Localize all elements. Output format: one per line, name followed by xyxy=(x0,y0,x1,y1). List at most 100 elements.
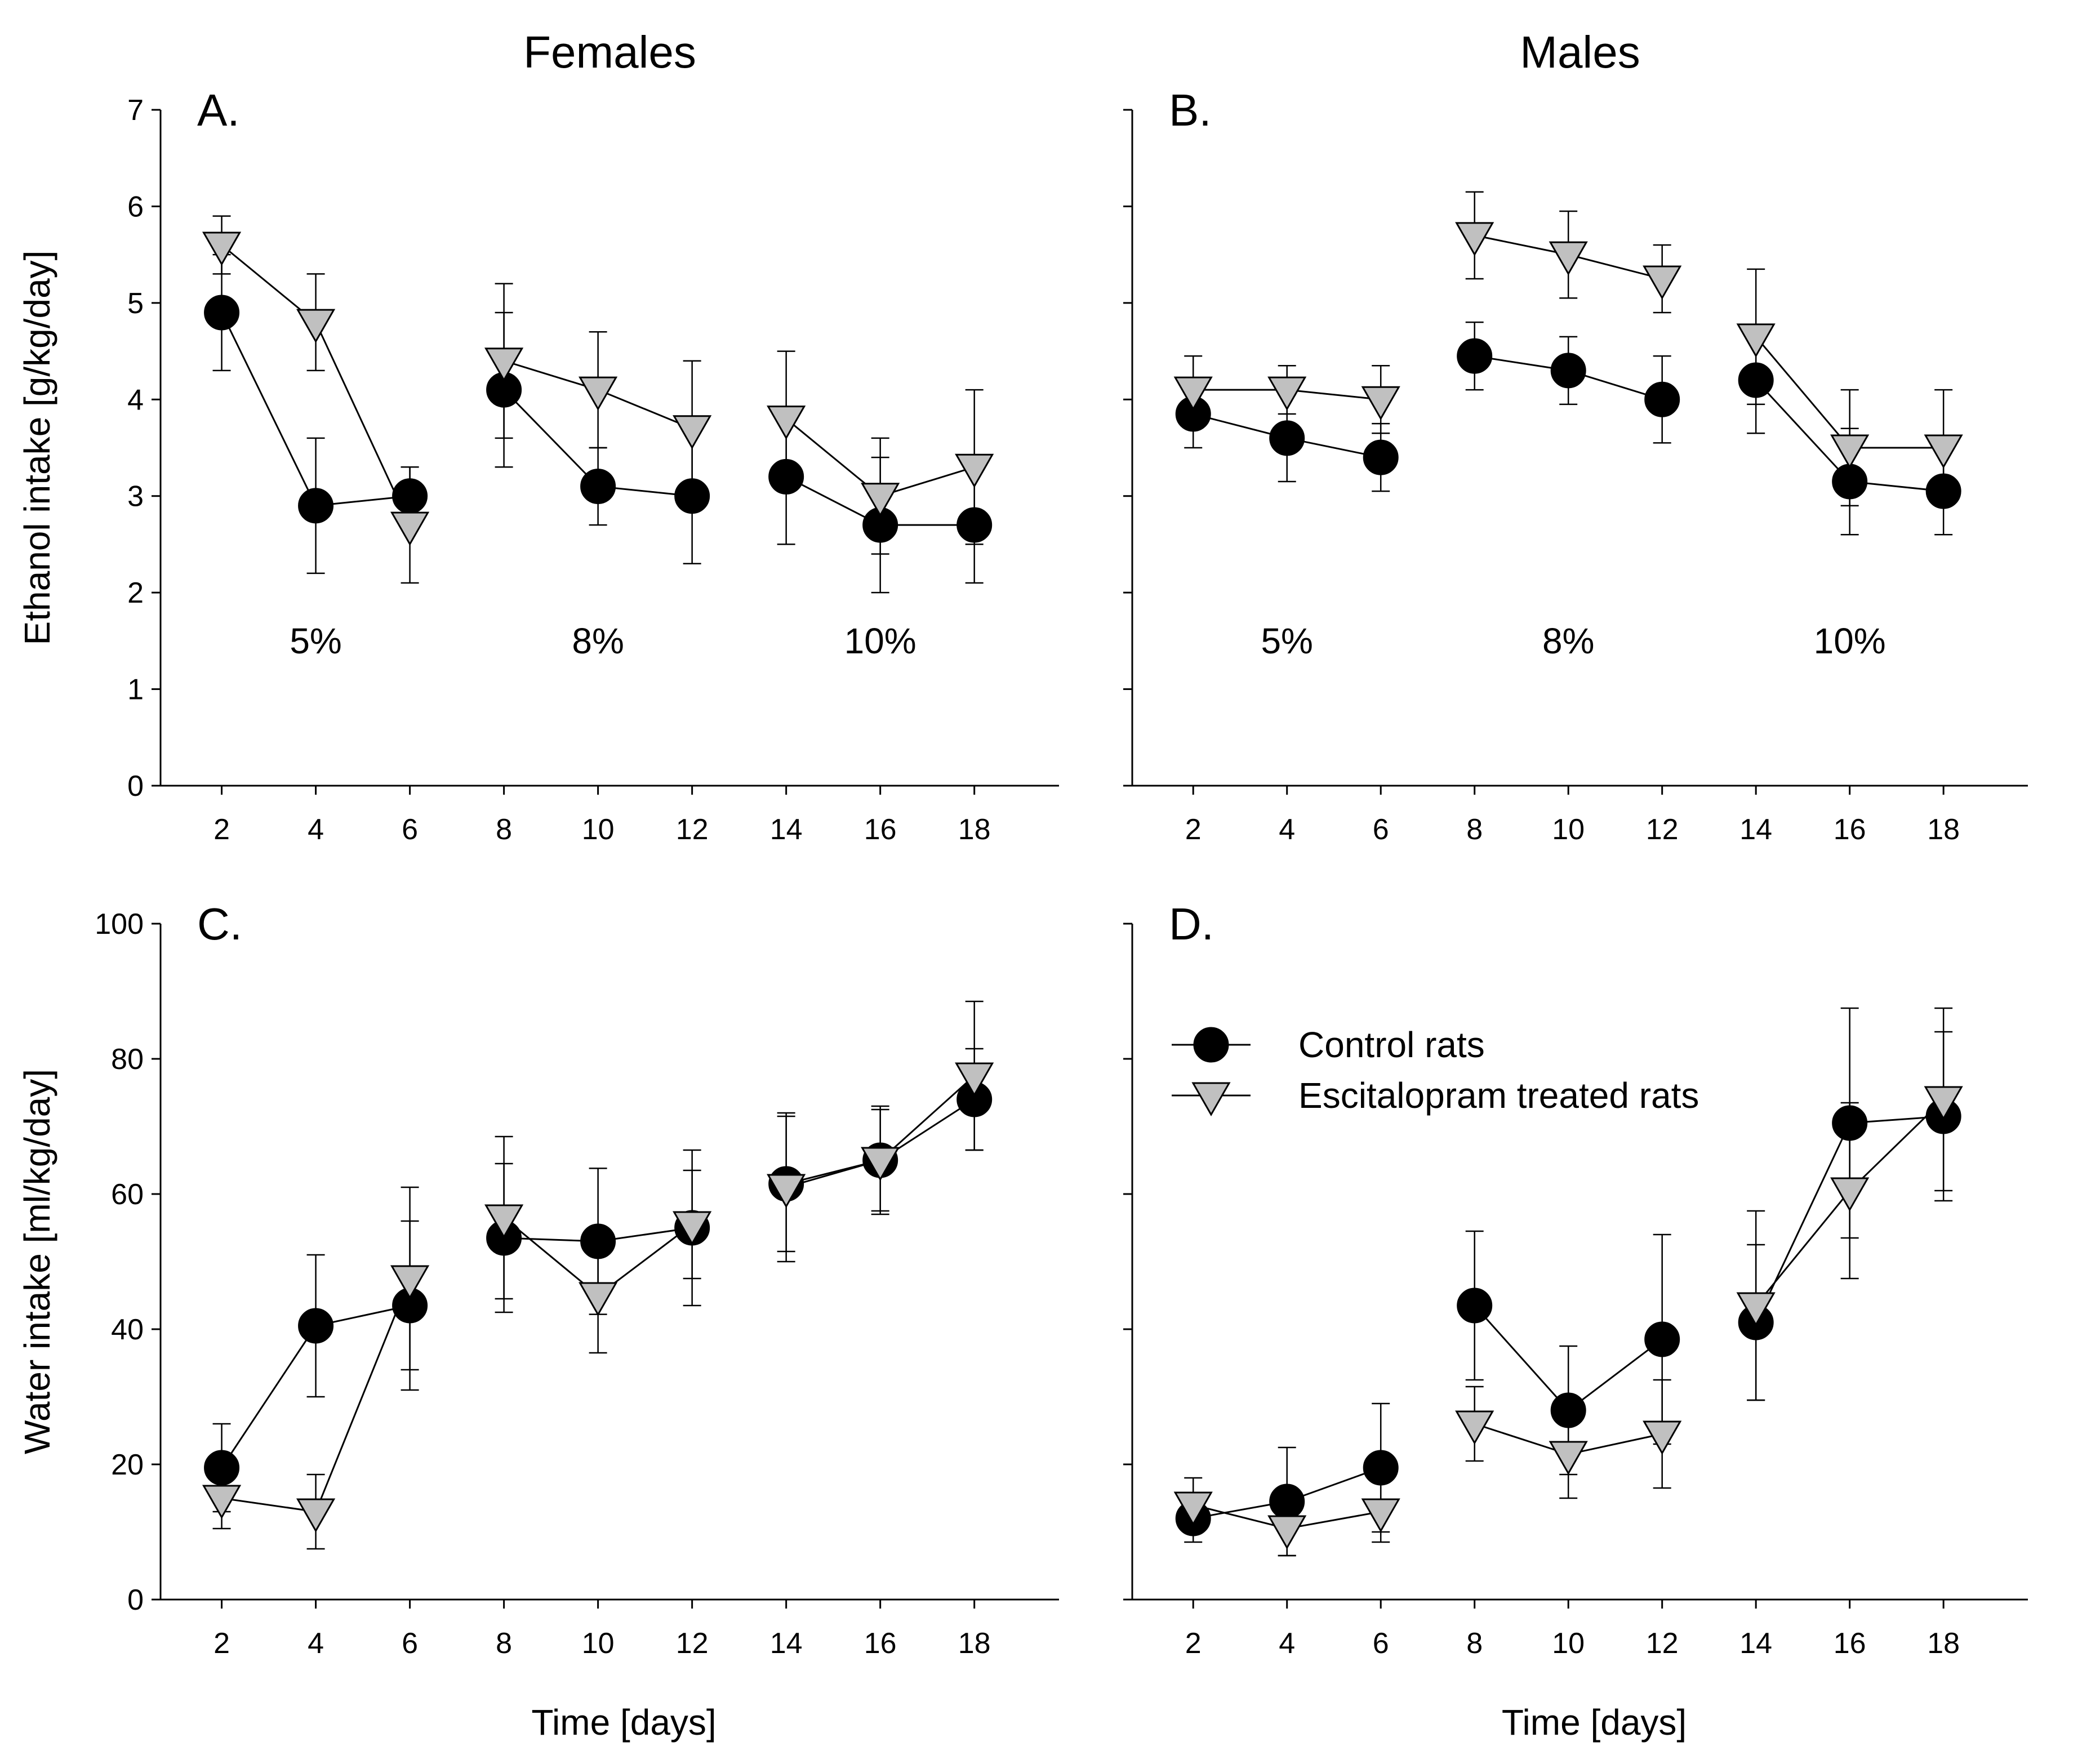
x-tick-label: 2 xyxy=(213,1627,230,1660)
x-tick-label: 6 xyxy=(402,1627,418,1660)
escitalopram-point xyxy=(673,415,712,449)
control-point xyxy=(1269,420,1305,456)
escitalopram-point xyxy=(1643,1420,1682,1455)
concentration-label: 10% xyxy=(1814,621,1886,661)
x-tick-label: 18 xyxy=(958,1627,991,1660)
escitalopram-point xyxy=(673,1211,712,1246)
escitalopram-point xyxy=(1361,1498,1400,1533)
escitalopram-point xyxy=(1361,386,1400,421)
escitalopram-point xyxy=(1736,323,1776,358)
legend: Control rats Escitalopram treated rats xyxy=(1172,1024,1699,1117)
y-tick-label: 20 xyxy=(111,1449,144,1481)
escitalopram-point xyxy=(861,1147,900,1182)
x-tick-label: 14 xyxy=(1739,813,1772,846)
y-tick-label: 2 xyxy=(127,577,144,609)
escitalopram-point xyxy=(1173,1491,1213,1526)
y-tick-label: 5 xyxy=(127,287,144,320)
x-tick-label: 8 xyxy=(1466,813,1483,846)
escitalopram-point xyxy=(1267,376,1307,411)
escitalopram-point xyxy=(955,453,994,488)
y-tick-label: 6 xyxy=(127,190,144,223)
control-point xyxy=(580,469,616,505)
control-point xyxy=(1457,338,1493,374)
y-axis-label: Ethanol intake [g/kg/day] xyxy=(17,251,57,645)
x-tick-label: 4 xyxy=(1279,813,1295,846)
x-tick-label: 16 xyxy=(864,1627,897,1660)
control-point xyxy=(298,488,334,524)
control-point xyxy=(1738,362,1774,398)
legend-label: Control rats xyxy=(1298,1024,1485,1065)
x-tick-label: 2 xyxy=(1185,1627,1202,1660)
x-tick-label: 18 xyxy=(958,813,991,846)
escitalopram-point xyxy=(296,1498,336,1533)
legend-marker-escitalopram xyxy=(1191,1082,1231,1117)
x-tick-label: 14 xyxy=(770,1627,803,1660)
escitalopram-point xyxy=(390,1265,430,1300)
y-tick-label: 1 xyxy=(127,674,144,706)
x-tick-label: 6 xyxy=(1373,1627,1389,1660)
control-point xyxy=(956,507,993,543)
x-tick-label: 4 xyxy=(1279,1627,1295,1660)
escitalopram-point xyxy=(579,376,618,411)
control-point xyxy=(1363,1450,1399,1486)
x-tick-label: 16 xyxy=(864,813,897,846)
control-point xyxy=(1832,1105,1868,1141)
escitalopram-point xyxy=(1830,434,1870,469)
x-tick-label: 12 xyxy=(1646,1627,1679,1660)
control-point xyxy=(1644,381,1680,417)
x-tick-label: 10 xyxy=(582,813,615,846)
y-tick-label: 7 xyxy=(127,94,144,127)
panel-d: 2 4 6 8 10 12 14 16 18 Time [days] D. Control rats E… xyxy=(1123,899,2028,1743)
x-tick-label: 10 xyxy=(1552,813,1585,846)
escitalopram-point xyxy=(1455,222,1494,256)
panel-b: Males 2 4 6 8 10 12 14 16 18 B. 5% 8% 10% xyxy=(1123,27,2028,846)
x-axis-label: Time [days] xyxy=(531,1702,716,1743)
x-tick-label: 16 xyxy=(1834,813,1866,846)
control-point xyxy=(204,1450,240,1486)
control-point xyxy=(298,1308,334,1344)
x-tick-label: 16 xyxy=(1834,1627,1866,1660)
escitalopram-point xyxy=(390,511,430,546)
escitalopram-point xyxy=(484,348,524,382)
escitalopram-point xyxy=(1736,1292,1776,1327)
x-tick-label: 8 xyxy=(1466,1627,1483,1660)
concentration-label: 5% xyxy=(1261,621,1313,661)
legend-label: Escitalopram treated rats xyxy=(1298,1075,1699,1116)
x-tick-label: 8 xyxy=(496,1627,512,1660)
y-axis-label: Water intake [ml/kg/day] xyxy=(17,1069,57,1454)
x-tick-label: 4 xyxy=(308,813,324,846)
x-tick-label: 14 xyxy=(770,813,803,846)
x-tick-label: 6 xyxy=(1373,813,1389,846)
panel-label: C. xyxy=(197,899,242,949)
control-point xyxy=(1550,353,1586,389)
panel-label: A. xyxy=(197,85,240,135)
panel-label: D. xyxy=(1169,899,1214,949)
escitalopram-point xyxy=(1643,265,1682,300)
control-point xyxy=(1457,1288,1493,1324)
y-tick-label: 60 xyxy=(111,1178,144,1211)
column-title: Males xyxy=(1520,27,1640,77)
control-point xyxy=(1644,1321,1680,1357)
legend-marker-control xyxy=(1193,1027,1229,1063)
escitalopram-point xyxy=(1549,241,1588,276)
escitalopram-point xyxy=(861,483,900,517)
escitalopram-point xyxy=(202,231,242,266)
escitalopram-point xyxy=(1173,376,1213,411)
y-tick-label: 0 xyxy=(127,1584,144,1616)
escitalopram-point xyxy=(1455,1410,1494,1445)
escitalopram-point xyxy=(767,1174,806,1209)
y-tick-label: 0 xyxy=(127,770,144,803)
escitalopram-point xyxy=(484,1204,524,1239)
control-point xyxy=(674,478,710,514)
x-tick-label: 18 xyxy=(1927,813,1960,846)
control-point xyxy=(1269,1484,1305,1520)
x-axis-label: Time [days] xyxy=(1502,1702,1687,1743)
control-point xyxy=(392,478,428,514)
concentration-label: 8% xyxy=(1542,621,1595,661)
escitalopram-point xyxy=(1549,1441,1588,1476)
concentration-label: 5% xyxy=(290,621,342,661)
panel-label: B. xyxy=(1169,85,1212,135)
